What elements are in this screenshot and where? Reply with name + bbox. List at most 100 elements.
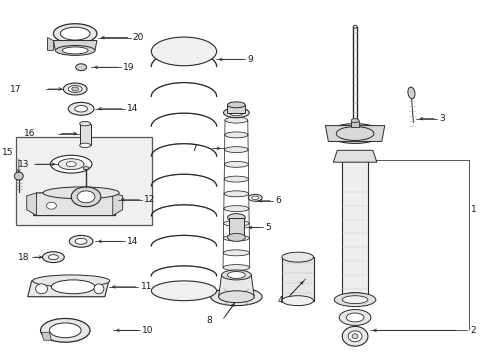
Ellipse shape — [53, 24, 97, 44]
Ellipse shape — [76, 64, 86, 71]
Text: 18: 18 — [18, 253, 29, 262]
Text: 6: 6 — [274, 196, 280, 205]
Ellipse shape — [151, 281, 216, 301]
Ellipse shape — [350, 119, 358, 123]
Ellipse shape — [227, 213, 245, 221]
Ellipse shape — [48, 255, 58, 260]
Ellipse shape — [55, 45, 95, 55]
Text: 15: 15 — [2, 148, 14, 157]
Ellipse shape — [342, 296, 367, 303]
Polygon shape — [113, 193, 122, 216]
Polygon shape — [41, 332, 51, 340]
Text: 8: 8 — [205, 316, 211, 325]
Text: 19: 19 — [122, 63, 134, 72]
Polygon shape — [53, 41, 97, 50]
Ellipse shape — [227, 102, 245, 108]
Bar — [281, 257, 313, 301]
Text: 20: 20 — [132, 33, 143, 42]
Bar — [350, 121, 358, 127]
Ellipse shape — [224, 161, 248, 167]
Ellipse shape — [83, 167, 89, 170]
Ellipse shape — [14, 172, 23, 180]
Ellipse shape — [80, 121, 90, 126]
Ellipse shape — [347, 331, 361, 342]
Bar — [342, 157, 367, 297]
Ellipse shape — [224, 147, 247, 153]
Ellipse shape — [342, 153, 367, 161]
Ellipse shape — [248, 194, 262, 201]
Ellipse shape — [251, 196, 258, 199]
Text: 5: 5 — [264, 223, 270, 232]
Ellipse shape — [75, 105, 87, 112]
Ellipse shape — [223, 235, 249, 241]
Ellipse shape — [75, 238, 87, 244]
Ellipse shape — [77, 191, 95, 203]
Text: 10: 10 — [142, 326, 154, 335]
Bar — [227, 105, 245, 113]
Polygon shape — [47, 37, 53, 50]
Text: 14: 14 — [126, 104, 138, 113]
Ellipse shape — [224, 117, 247, 123]
Ellipse shape — [41, 319, 90, 342]
Ellipse shape — [342, 327, 367, 346]
Polygon shape — [325, 126, 384, 141]
Text: 2: 2 — [470, 326, 475, 335]
Ellipse shape — [229, 110, 243, 116]
Ellipse shape — [223, 250, 249, 256]
Text: 1: 1 — [470, 205, 476, 214]
Ellipse shape — [227, 271, 245, 278]
Ellipse shape — [210, 288, 262, 306]
Ellipse shape — [224, 176, 248, 182]
Ellipse shape — [80, 143, 90, 148]
Ellipse shape — [60, 27, 90, 40]
Ellipse shape — [407, 87, 414, 99]
Text: 11: 11 — [140, 282, 152, 291]
Ellipse shape — [51, 280, 95, 294]
Polygon shape — [218, 275, 254, 297]
Text: 7: 7 — [191, 144, 197, 153]
Ellipse shape — [223, 265, 249, 271]
Text: 9: 9 — [247, 55, 252, 64]
Ellipse shape — [346, 313, 363, 322]
Ellipse shape — [351, 334, 357, 339]
Ellipse shape — [71, 187, 101, 207]
Ellipse shape — [227, 233, 245, 241]
Text: 4: 4 — [277, 296, 282, 305]
Ellipse shape — [151, 37, 216, 66]
Polygon shape — [27, 193, 37, 216]
Ellipse shape — [281, 296, 313, 306]
Polygon shape — [34, 193, 116, 216]
Text: 16: 16 — [24, 129, 35, 138]
Bar — [228, 217, 244, 237]
Ellipse shape — [342, 293, 367, 301]
Ellipse shape — [224, 206, 248, 212]
Ellipse shape — [218, 291, 254, 303]
Ellipse shape — [63, 83, 87, 95]
Ellipse shape — [339, 310, 370, 325]
Polygon shape — [333, 150, 376, 162]
Ellipse shape — [281, 252, 313, 262]
Ellipse shape — [36, 284, 47, 294]
Ellipse shape — [327, 123, 382, 143]
Ellipse shape — [352, 25, 356, 28]
Ellipse shape — [69, 235, 93, 247]
Text: 3: 3 — [438, 114, 444, 123]
Ellipse shape — [68, 86, 82, 93]
Text: 17: 17 — [10, 85, 21, 94]
Ellipse shape — [223, 108, 249, 118]
Ellipse shape — [334, 293, 375, 307]
Ellipse shape — [72, 87, 79, 91]
Ellipse shape — [62, 47, 88, 54]
Text: 12: 12 — [144, 195, 156, 204]
FancyBboxPatch shape — [16, 138, 152, 225]
Ellipse shape — [43, 187, 119, 199]
Ellipse shape — [50, 155, 92, 173]
Ellipse shape — [223, 220, 249, 226]
Ellipse shape — [49, 323, 81, 338]
Ellipse shape — [46, 202, 56, 209]
Ellipse shape — [221, 270, 251, 280]
Ellipse shape — [68, 102, 94, 115]
Ellipse shape — [336, 127, 373, 140]
Ellipse shape — [42, 252, 64, 262]
Text: 14: 14 — [126, 237, 138, 246]
